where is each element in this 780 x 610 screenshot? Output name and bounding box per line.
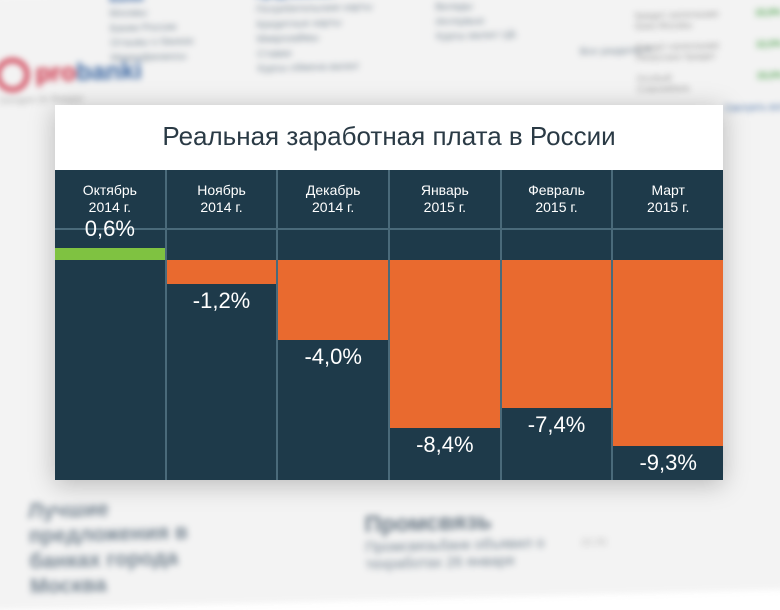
offer-sub: Ренессанс Кредит (636, 50, 720, 63)
chart-cell-body: -1,2% (167, 230, 277, 480)
offer-sub: Совкомбанк (637, 82, 690, 94)
nav-item: Курсы валют ЦБ (436, 29, 517, 43)
negative-bar (167, 260, 277, 284)
logo-text-1: pro (35, 59, 76, 88)
nav-col1-head: Банки (109, 0, 193, 5)
logo-ring-icon (0, 58, 30, 92)
nav-item: Интервью (436, 15, 517, 29)
nav-item: Банки России (110, 21, 194, 35)
nav-item: Вклады (435, 0, 516, 13)
promo-line: банках города (29, 545, 189, 574)
chart-cell: Октябрь2014 г.0,6% (55, 170, 165, 480)
chart-cell-body: -7,4% (502, 230, 612, 480)
chart-cell: Январь2015 г. -8,4% (388, 170, 500, 480)
chart-cell: Ноябрь2014 г. -1,2% (165, 170, 277, 480)
chart-cell: Декабрь2014 г. -4,0% (276, 170, 388, 480)
chart-cell-body: -8,4% (390, 230, 500, 480)
negative-bar (390, 260, 500, 428)
chart-cell-body: -4,0% (278, 230, 388, 480)
nav-item: Микрофинансы (111, 50, 195, 64)
chart-cell-body: 0,6% (55, 230, 165, 480)
chart-title: Реальная заработная плата в России (55, 105, 723, 170)
nav-item: Ставки (257, 46, 374, 61)
promo-line: Москва (30, 570, 190, 599)
news-date: 21.01 (581, 536, 608, 548)
nav-item: Отзывы о банках (110, 36, 194, 50)
bar-value-label: -1,2% (167, 288, 277, 314)
chart-column-header: Январь2015 г. (390, 170, 500, 230)
offer-rate: 15,0% (756, 70, 780, 92)
wage-bar-chart: Октябрь2014 г.0,6%Ноябрь2014 г.-1,2%Дека… (55, 170, 723, 480)
chart-column-header: Ноябрь2014 г. (167, 170, 277, 230)
nav-item: Кредитные карты (256, 16, 373, 31)
nav-item: Микрозаймы (257, 31, 374, 46)
negative-bar (278, 260, 388, 340)
negative-bar (502, 260, 612, 408)
nav-item: Потребительские карты (256, 1, 373, 16)
negative-bar (613, 260, 723, 446)
chart-column-header: Декабрь2014 г. (278, 170, 388, 230)
bar-value-label: -4,0% (278, 344, 388, 370)
chart-cell: Март2015 г. -9,3% (611, 170, 723, 480)
chart-column-header: Февраль2015 г. (502, 170, 612, 230)
chart-cell: Февраль2015 г. -7,4% (500, 170, 612, 480)
bottom-promo: Лучшие предложения в банках города Москв… (28, 495, 190, 600)
bottom-news: Промсвязь Промсвязьбанк объявил о техраб… (364, 506, 545, 572)
date-line: Сегодня 26 Января (0, 93, 83, 106)
nav-item: Москвы (109, 6, 193, 20)
bar-value-label: -9,3% (613, 450, 723, 476)
positive-bar (55, 248, 165, 260)
bar-value-label: -8,4% (390, 432, 500, 458)
offer-rate: 15,9% (755, 7, 780, 29)
chart-card: Реальная заработная плата в России Октяб… (55, 105, 723, 480)
chart-column-header: Март2015 г. (613, 170, 723, 230)
bar-value-label: 0,6% (55, 216, 165, 242)
news-line: техработах 26 января (365, 551, 545, 572)
bar-value-label: -7,4% (502, 412, 612, 438)
chart-cell-body: -9,3% (613, 230, 723, 480)
nav-item: Курсы обмена валют (257, 60, 374, 75)
offer-sub: Банк Москвы (635, 19, 719, 32)
offer-rate: 12,0% (756, 38, 780, 60)
